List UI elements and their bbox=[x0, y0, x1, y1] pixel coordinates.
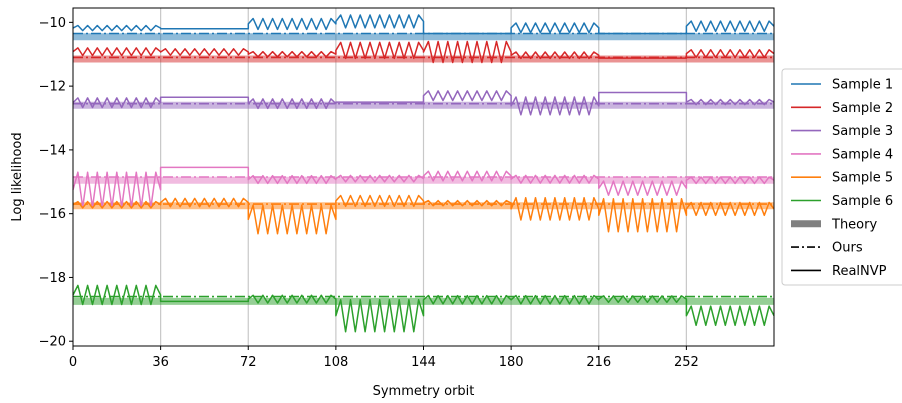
y-tick-label--14: −14 bbox=[39, 143, 66, 158]
x-tick-label-216: 216 bbox=[586, 355, 611, 370]
x-tick-label-36: 36 bbox=[152, 355, 169, 370]
legend-label-sample-1: Sample 1 bbox=[832, 78, 893, 93]
legend-box bbox=[781, 68, 902, 286]
x-tick-label-108: 108 bbox=[323, 355, 348, 370]
theory-bands bbox=[73, 33, 774, 305]
legend-label-sample-4: Sample 4 bbox=[832, 147, 893, 162]
legend: Sample 1 Sample 2 Sample 3 Sample 4 Sample 5… bbox=[781, 68, 902, 286]
realnvp-line-sample-5 bbox=[72, 194, 775, 235]
x-tick-label-144: 144 bbox=[411, 355, 436, 370]
realnvp-line-sample-4 bbox=[72, 166, 775, 209]
y-tick-label--18: −18 bbox=[39, 271, 66, 286]
legend-label-sample-3: Sample 3 bbox=[832, 124, 893, 139]
x-tick-label-180: 180 bbox=[499, 355, 524, 370]
x-axis-ticks: 0 36 72 108 144 180 216 252 bbox=[69, 346, 699, 370]
x-tick-label-0: 0 bbox=[69, 355, 77, 370]
y-tick-label--20: −20 bbox=[39, 335, 66, 350]
y-tick-label--16: −16 bbox=[39, 207, 66, 222]
realnvp-line-sample-2 bbox=[72, 40, 775, 64]
realnvp-lines bbox=[72, 14, 775, 333]
realnvp-line-sample-3 bbox=[72, 90, 775, 116]
x-tick-label-72: 72 bbox=[240, 355, 257, 370]
realnvp-line-sample-6 bbox=[72, 284, 775, 333]
legend-label-sample-5: Sample 5 bbox=[832, 171, 893, 186]
legend-label-ours: Ours bbox=[832, 241, 863, 256]
y-tick-label--10: −10 bbox=[39, 16, 66, 31]
legend-label-realnvp: RealNVP bbox=[832, 264, 887, 279]
y-axis-label: Log likelihood bbox=[10, 132, 25, 221]
realnvp-line-sample-1 bbox=[72, 14, 775, 35]
legend-label-theory: Theory bbox=[831, 217, 877, 232]
legend-label-sample-2: Sample 2 bbox=[832, 101, 893, 116]
y-axis-ticks: −10 −12 −14 −16 −18 −20 bbox=[39, 16, 73, 350]
legend-label-sample-6: Sample 6 bbox=[832, 194, 893, 209]
y-tick-label--12: −12 bbox=[39, 80, 66, 95]
x-tick-label-252: 252 bbox=[674, 355, 699, 370]
x-axis-label: Symmetry orbit bbox=[373, 384, 475, 399]
